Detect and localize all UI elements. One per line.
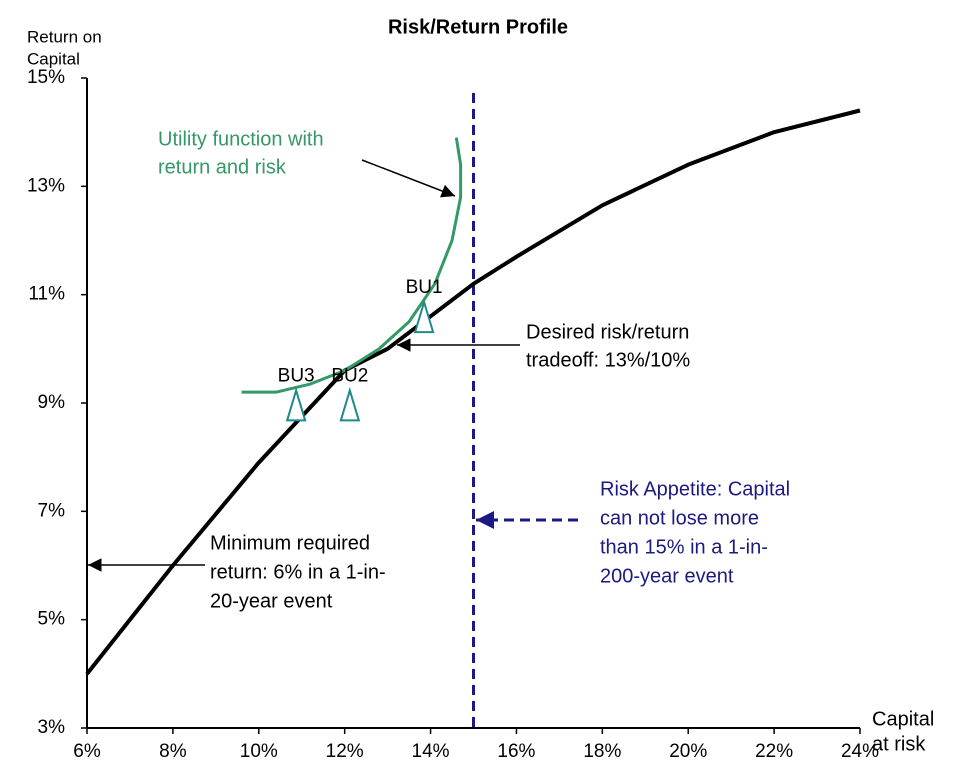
y-tick-label: 3% <box>38 717 66 738</box>
annotation: tradeoff: 13%/10% <box>526 349 690 371</box>
x-tick-label: 18% <box>583 741 621 762</box>
unit-label: BU2 <box>331 365 368 386</box>
annotation: Utility function with <box>158 128 324 150</box>
y-axis-label: Capital <box>27 49 80 68</box>
x-axis-label: Capital <box>872 708 934 730</box>
annotation: 200-year event <box>600 565 734 587</box>
x-tick-label: 12% <box>326 741 364 762</box>
x-tick-label: 20% <box>669 741 707 762</box>
unit-marker <box>285 386 307 422</box>
x-tick-label: 6% <box>73 741 101 762</box>
y-tick-label: 5% <box>38 609 66 630</box>
x-tick-label: 10% <box>240 741 278 762</box>
y-tick-label: 11% <box>28 284 65 305</box>
y-tick-label: 7% <box>38 500 66 521</box>
unit-marker <box>339 386 361 422</box>
y-tick-label: 13% <box>27 175 65 196</box>
annotation: than 15% in a 1-in- <box>600 536 768 558</box>
unit-label: BU3 <box>278 365 315 386</box>
y-tick-label: 15% <box>27 67 65 88</box>
arrow <box>361 159 456 198</box>
annotation: Desired risk/return <box>526 321 689 343</box>
x-axis-label: at risk <box>872 733 926 755</box>
x-tick-label: 24% <box>841 741 879 762</box>
annotations: Utility function with return and risk De… <box>158 128 790 612</box>
x-tick-label: 8% <box>159 741 187 762</box>
chart-title: Risk/Return Profile <box>388 16 568 38</box>
x-tick-label: 16% <box>497 741 535 762</box>
utility-curve <box>241 137 463 394</box>
annotation: Minimum required <box>210 532 370 554</box>
annotation: 20-year event <box>210 590 333 612</box>
unit-label: BU1 <box>406 277 443 298</box>
risk-return-curve <box>85 108 861 676</box>
annotation: return: 6% in a 1-in- <box>210 561 386 583</box>
annotation: can not lose more <box>600 507 759 529</box>
unit-marker <box>413 298 435 334</box>
y-axis-label: Return on <box>27 27 102 46</box>
x-tick-label: 14% <box>412 741 450 762</box>
y-tick-label: 9% <box>38 392 66 413</box>
annotation: return and risk <box>158 156 287 178</box>
x-tick-label: 22% <box>755 741 793 762</box>
annotation: Risk Appetite: Capital <box>600 478 790 500</box>
